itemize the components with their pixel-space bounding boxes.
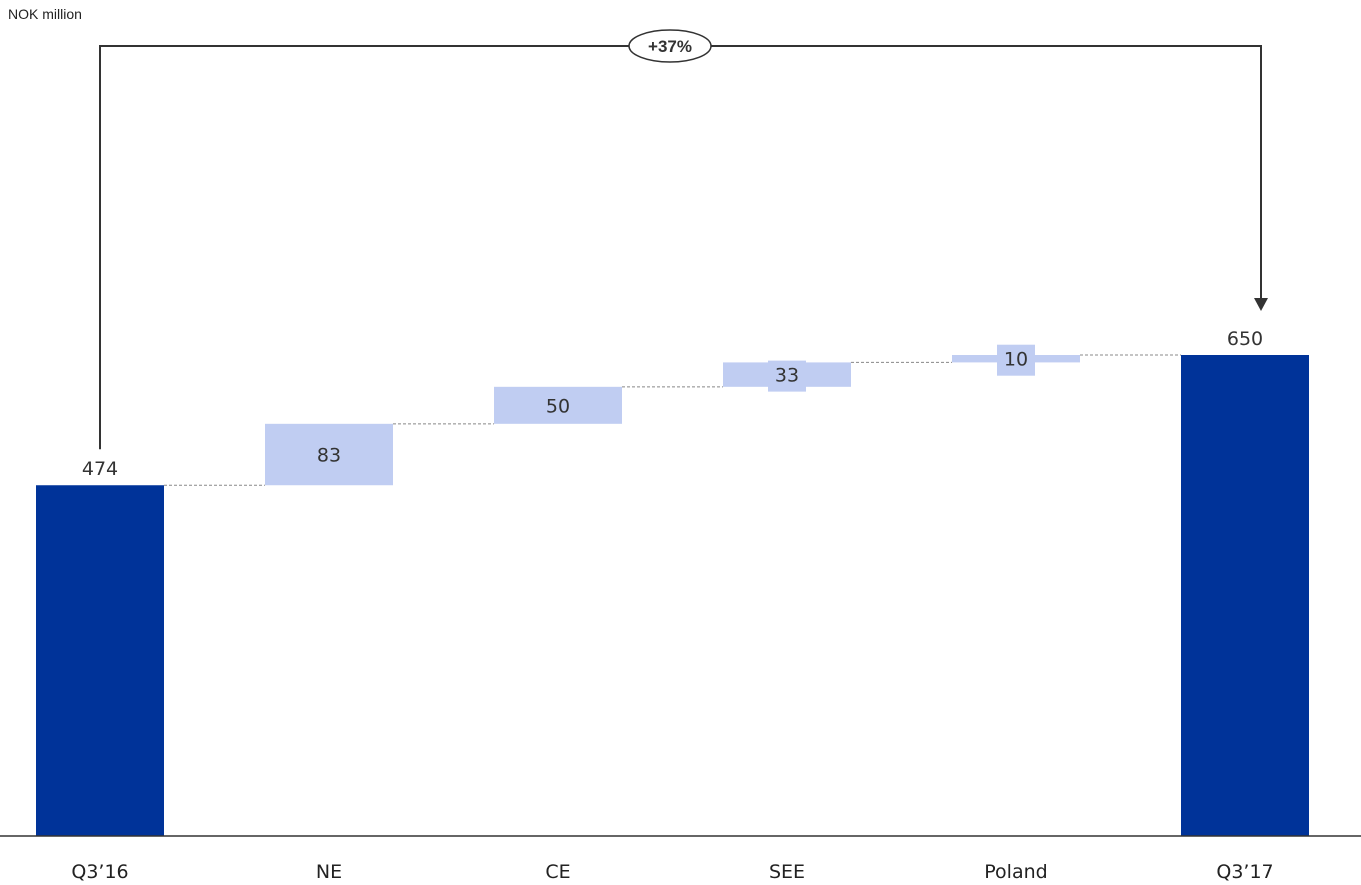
value-label-ne: 83 bbox=[317, 445, 341, 467]
unit-label: NOK million bbox=[8, 6, 82, 22]
x-tick-ce: CE bbox=[545, 861, 570, 883]
x-tick-q3-17: Q3’17 bbox=[1216, 861, 1273, 883]
value-label-poland: 10 bbox=[1004, 349, 1028, 371]
x-tick-poland: Poland bbox=[984, 861, 1047, 883]
bar-q3-16 bbox=[36, 485, 164, 836]
change-bracket: +37% bbox=[99, 29, 1268, 450]
change-badge: +37% bbox=[648, 37, 692, 56]
connector-lines bbox=[164, 354, 1181, 486]
bar-q3-17 bbox=[1181, 355, 1309, 836]
bars-group bbox=[36, 355, 1309, 836]
value-label-backing-see bbox=[768, 360, 806, 392]
change-badge-outline bbox=[628, 29, 712, 63]
bar-ce bbox=[494, 386, 622, 424]
x-tick-labels-group: Q3’16 NE CE SEE Poland Q3’17 bbox=[71, 861, 1273, 883]
value-label-see: 33 bbox=[775, 365, 799, 387]
x-tick-ne: NE bbox=[316, 861, 342, 883]
value-label-ce: 50 bbox=[546, 395, 570, 417]
x-tick-q3-16: Q3’16 bbox=[71, 861, 128, 883]
value-labels-group: 474 83 50 33 10 650 bbox=[82, 328, 1263, 480]
value-label-q3-17: 650 bbox=[1227, 328, 1263, 350]
arrow-down-icon bbox=[1254, 298, 1268, 311]
bar-ne bbox=[265, 423, 393, 486]
x-tick-see: SEE bbox=[769, 861, 805, 883]
value-label-q3-16: 474 bbox=[82, 458, 118, 480]
value-label-backing-poland bbox=[997, 344, 1035, 376]
change-bracket-line bbox=[99, 45, 1262, 450]
